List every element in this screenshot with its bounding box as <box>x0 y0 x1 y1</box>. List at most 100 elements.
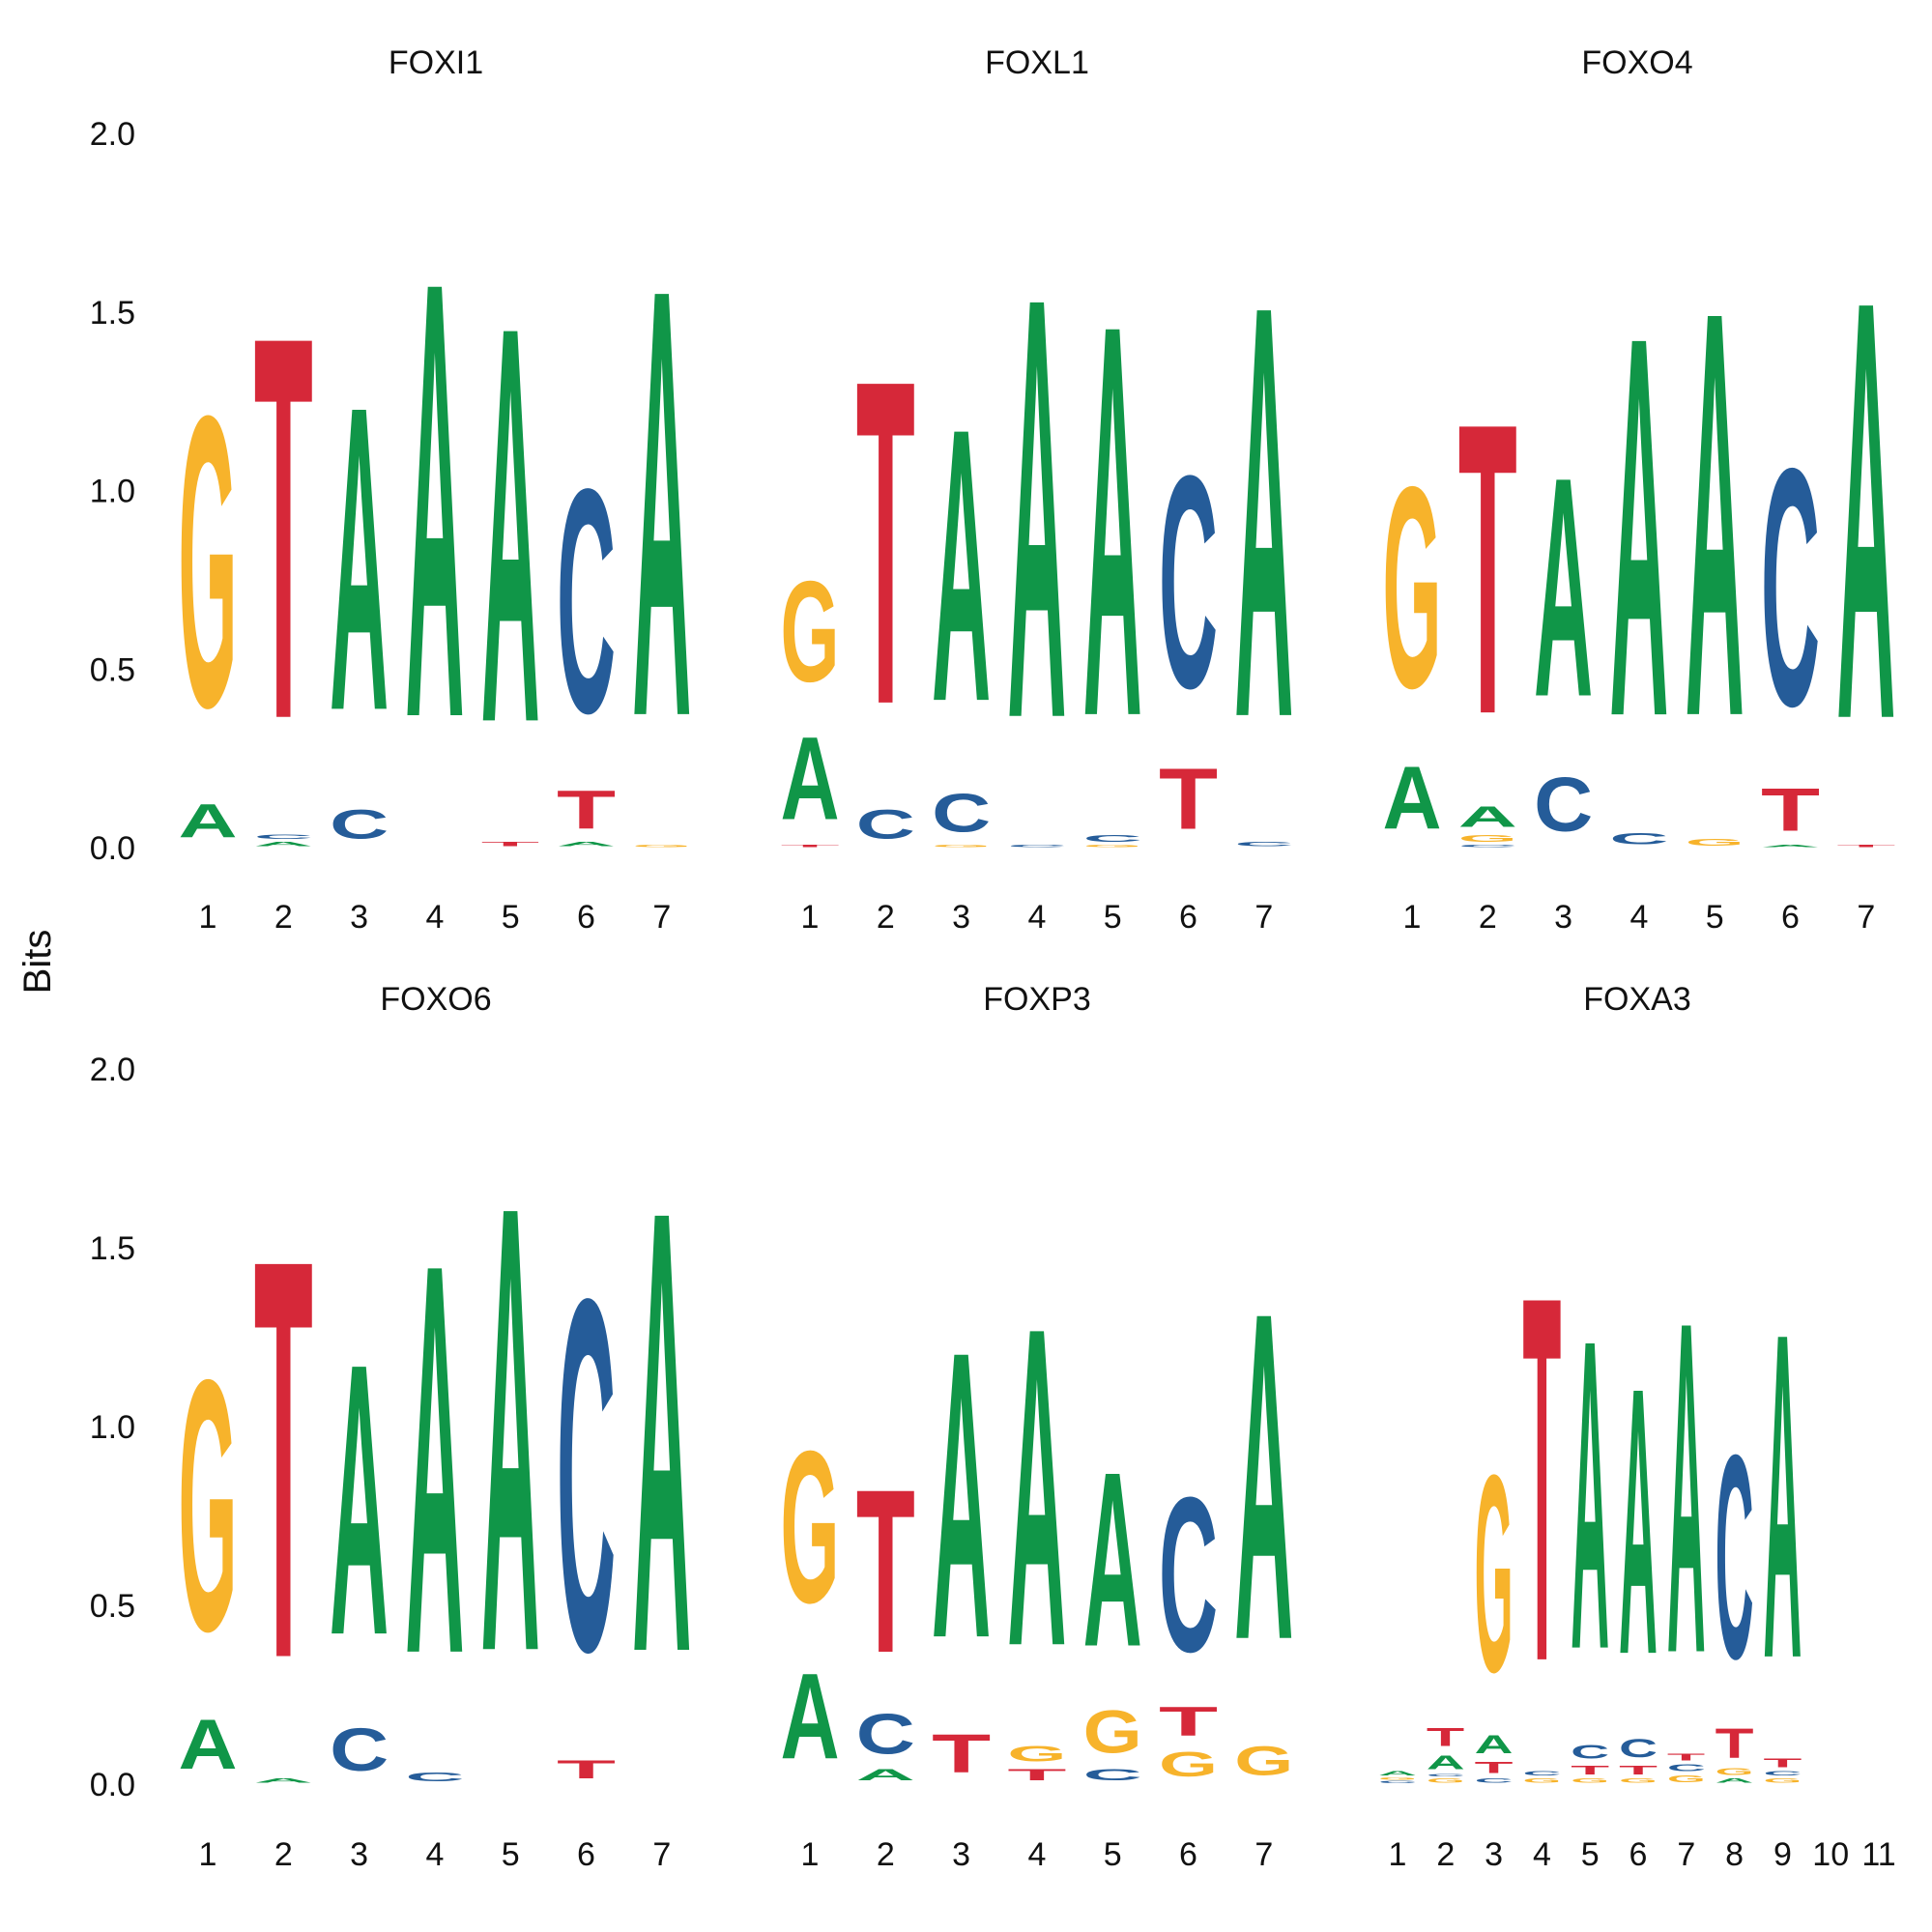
svg-text:A: A <box>1761 844 1820 848</box>
logo-letter-A: A <box>178 793 237 848</box>
svg-text:A: A <box>1382 748 1441 849</box>
logo-letter-A: A <box>1234 1214 1293 1738</box>
x-tick-label: 3 <box>1554 899 1572 936</box>
logo-letter-A: A <box>557 841 616 848</box>
logo-letter-T: T <box>1475 1759 1514 1777</box>
x-tick-label: 1 <box>1403 899 1422 936</box>
svg-text:A: A <box>1007 1232 1066 1741</box>
svg-text:G: G <box>1619 1777 1658 1784</box>
svg-text:A: A <box>780 1648 839 1784</box>
svg-text:C: C <box>1609 829 1668 848</box>
logo-letter-A: A <box>932 347 991 783</box>
svg-text:A: A <box>1619 1308 1658 1734</box>
logo-letter-G: G <box>1475 1417 1514 1731</box>
logo-letter-G: G <box>780 1404 839 1648</box>
panel-title: FOXO6 <box>380 981 491 1018</box>
svg-text:A: A <box>1609 225 1668 831</box>
x-tick-label: 10 <box>1812 1836 1849 1873</box>
svg-text:G: G <box>1159 1745 1218 1784</box>
logo-letter-T: T <box>481 841 540 848</box>
x-tick-label: 1 <box>199 899 217 936</box>
x-tick-label: 3 <box>350 899 368 936</box>
logo-panel-1: FOXI10.00.51.01.52.01AG2ACT3CA4A5TA6ATC7… <box>90 44 692 936</box>
logo-letter-A: A <box>178 1705 237 1783</box>
logo-letter-A: A <box>1083 209 1142 834</box>
svg-text:A: A <box>405 1148 464 1771</box>
logo-letter-C: C <box>330 801 389 848</box>
x-tick-label: 2 <box>877 1836 895 1873</box>
x-tick-label: 6 <box>1781 899 1800 936</box>
logo-letter-G: G <box>632 844 691 848</box>
logo-letter-G: G <box>1159 1745 1218 1784</box>
svg-text:G: G <box>780 1404 839 1648</box>
svg-text:C: C <box>330 801 389 848</box>
logo-letter-A: A <box>856 1766 915 1784</box>
y-tick-label: 1.5 <box>90 295 135 332</box>
x-tick-label: 7 <box>652 1836 671 1873</box>
x-tick-label: 3 <box>1485 1836 1503 1873</box>
svg-text:A: A <box>178 1705 237 1783</box>
svg-text:A: A <box>1083 209 1142 834</box>
svg-text:A: A <box>932 1266 991 1723</box>
logo-letter-C: C <box>1619 1734 1658 1763</box>
logo-letter-T: T <box>1836 844 1895 848</box>
svg-text:C: C <box>1761 398 1820 777</box>
svg-text:T: T <box>1159 1698 1218 1745</box>
svg-text:A: A <box>405 153 464 848</box>
logo-letter-C: C <box>1763 1770 1802 1776</box>
logo-letter-A: A <box>1458 801 1517 833</box>
svg-text:T: T <box>1475 1759 1514 1777</box>
svg-text:G: G <box>1475 1417 1514 1731</box>
svg-text:T: T <box>932 1723 991 1784</box>
x-tick-label: 5 <box>1104 1836 1122 1873</box>
logo-letter-T: T <box>1159 751 1218 848</box>
svg-text:T: T <box>1007 1766 1066 1784</box>
x-tick-label: 3 <box>350 1836 368 1873</box>
logo-letter-C: C <box>1522 1770 1561 1776</box>
x-tick-label: 4 <box>425 899 444 936</box>
logo-letter-G: G <box>1763 1777 1802 1784</box>
svg-text:T: T <box>1667 1752 1706 1763</box>
logo-letter-A: A <box>780 1648 839 1784</box>
svg-text:A: A <box>1378 1770 1417 1776</box>
svg-text:T: T <box>254 1141 313 1777</box>
svg-text:G: G <box>1667 1773 1706 1784</box>
x-tick-label: 1 <box>1389 1836 1407 1873</box>
logo-letter-A: A <box>1378 1770 1417 1776</box>
svg-text:C: C <box>1716 1394 1754 1719</box>
svg-text:C: C <box>557 1195 616 1756</box>
logo-letter-T: T <box>1716 1720 1754 1767</box>
svg-text:A: A <box>932 347 991 783</box>
logo-letter-T: T <box>1007 1766 1066 1784</box>
logo-letter-C: C <box>1609 829 1668 848</box>
svg-text:A: A <box>856 1766 915 1784</box>
logo-letter-A: A <box>254 1777 313 1784</box>
svg-text:C: C <box>1522 1770 1561 1776</box>
logo-letter-A: A <box>1382 748 1441 849</box>
svg-text:C: C <box>405 1770 464 1784</box>
svg-text:C: C <box>1571 1741 1609 1762</box>
y-tick-label: 1.5 <box>90 1230 135 1267</box>
logo-letter-C: C <box>254 833 313 840</box>
x-tick-label: 1 <box>801 899 820 936</box>
panel-title: FOXO4 <box>1581 44 1692 81</box>
logo-letter-A: A <box>330 315 389 801</box>
logo-letter-G: G <box>1083 844 1142 848</box>
svg-text:T: T <box>1522 1189 1561 1771</box>
y-tick-label: 2.0 <box>90 1052 135 1088</box>
svg-text:C: C <box>1427 1773 1465 1777</box>
y-tick-label: 0.0 <box>90 830 135 867</box>
svg-text:A: A <box>1836 175 1895 844</box>
logo-letter-C: C <box>1475 1777 1514 1784</box>
svg-text:C: C <box>856 801 915 848</box>
svg-text:T: T <box>856 1441 915 1702</box>
logo-letter-T: T <box>1522 1189 1561 1771</box>
logo-letter-G: G <box>1522 1777 1561 1784</box>
svg-text:A: A <box>481 1074 540 1784</box>
logo-letter-T: T <box>254 1141 313 1777</box>
logo-letter-T: T <box>1427 1723 1464 1752</box>
logo-letter-T: T <box>932 1723 991 1784</box>
svg-text:T: T <box>1571 1763 1609 1776</box>
